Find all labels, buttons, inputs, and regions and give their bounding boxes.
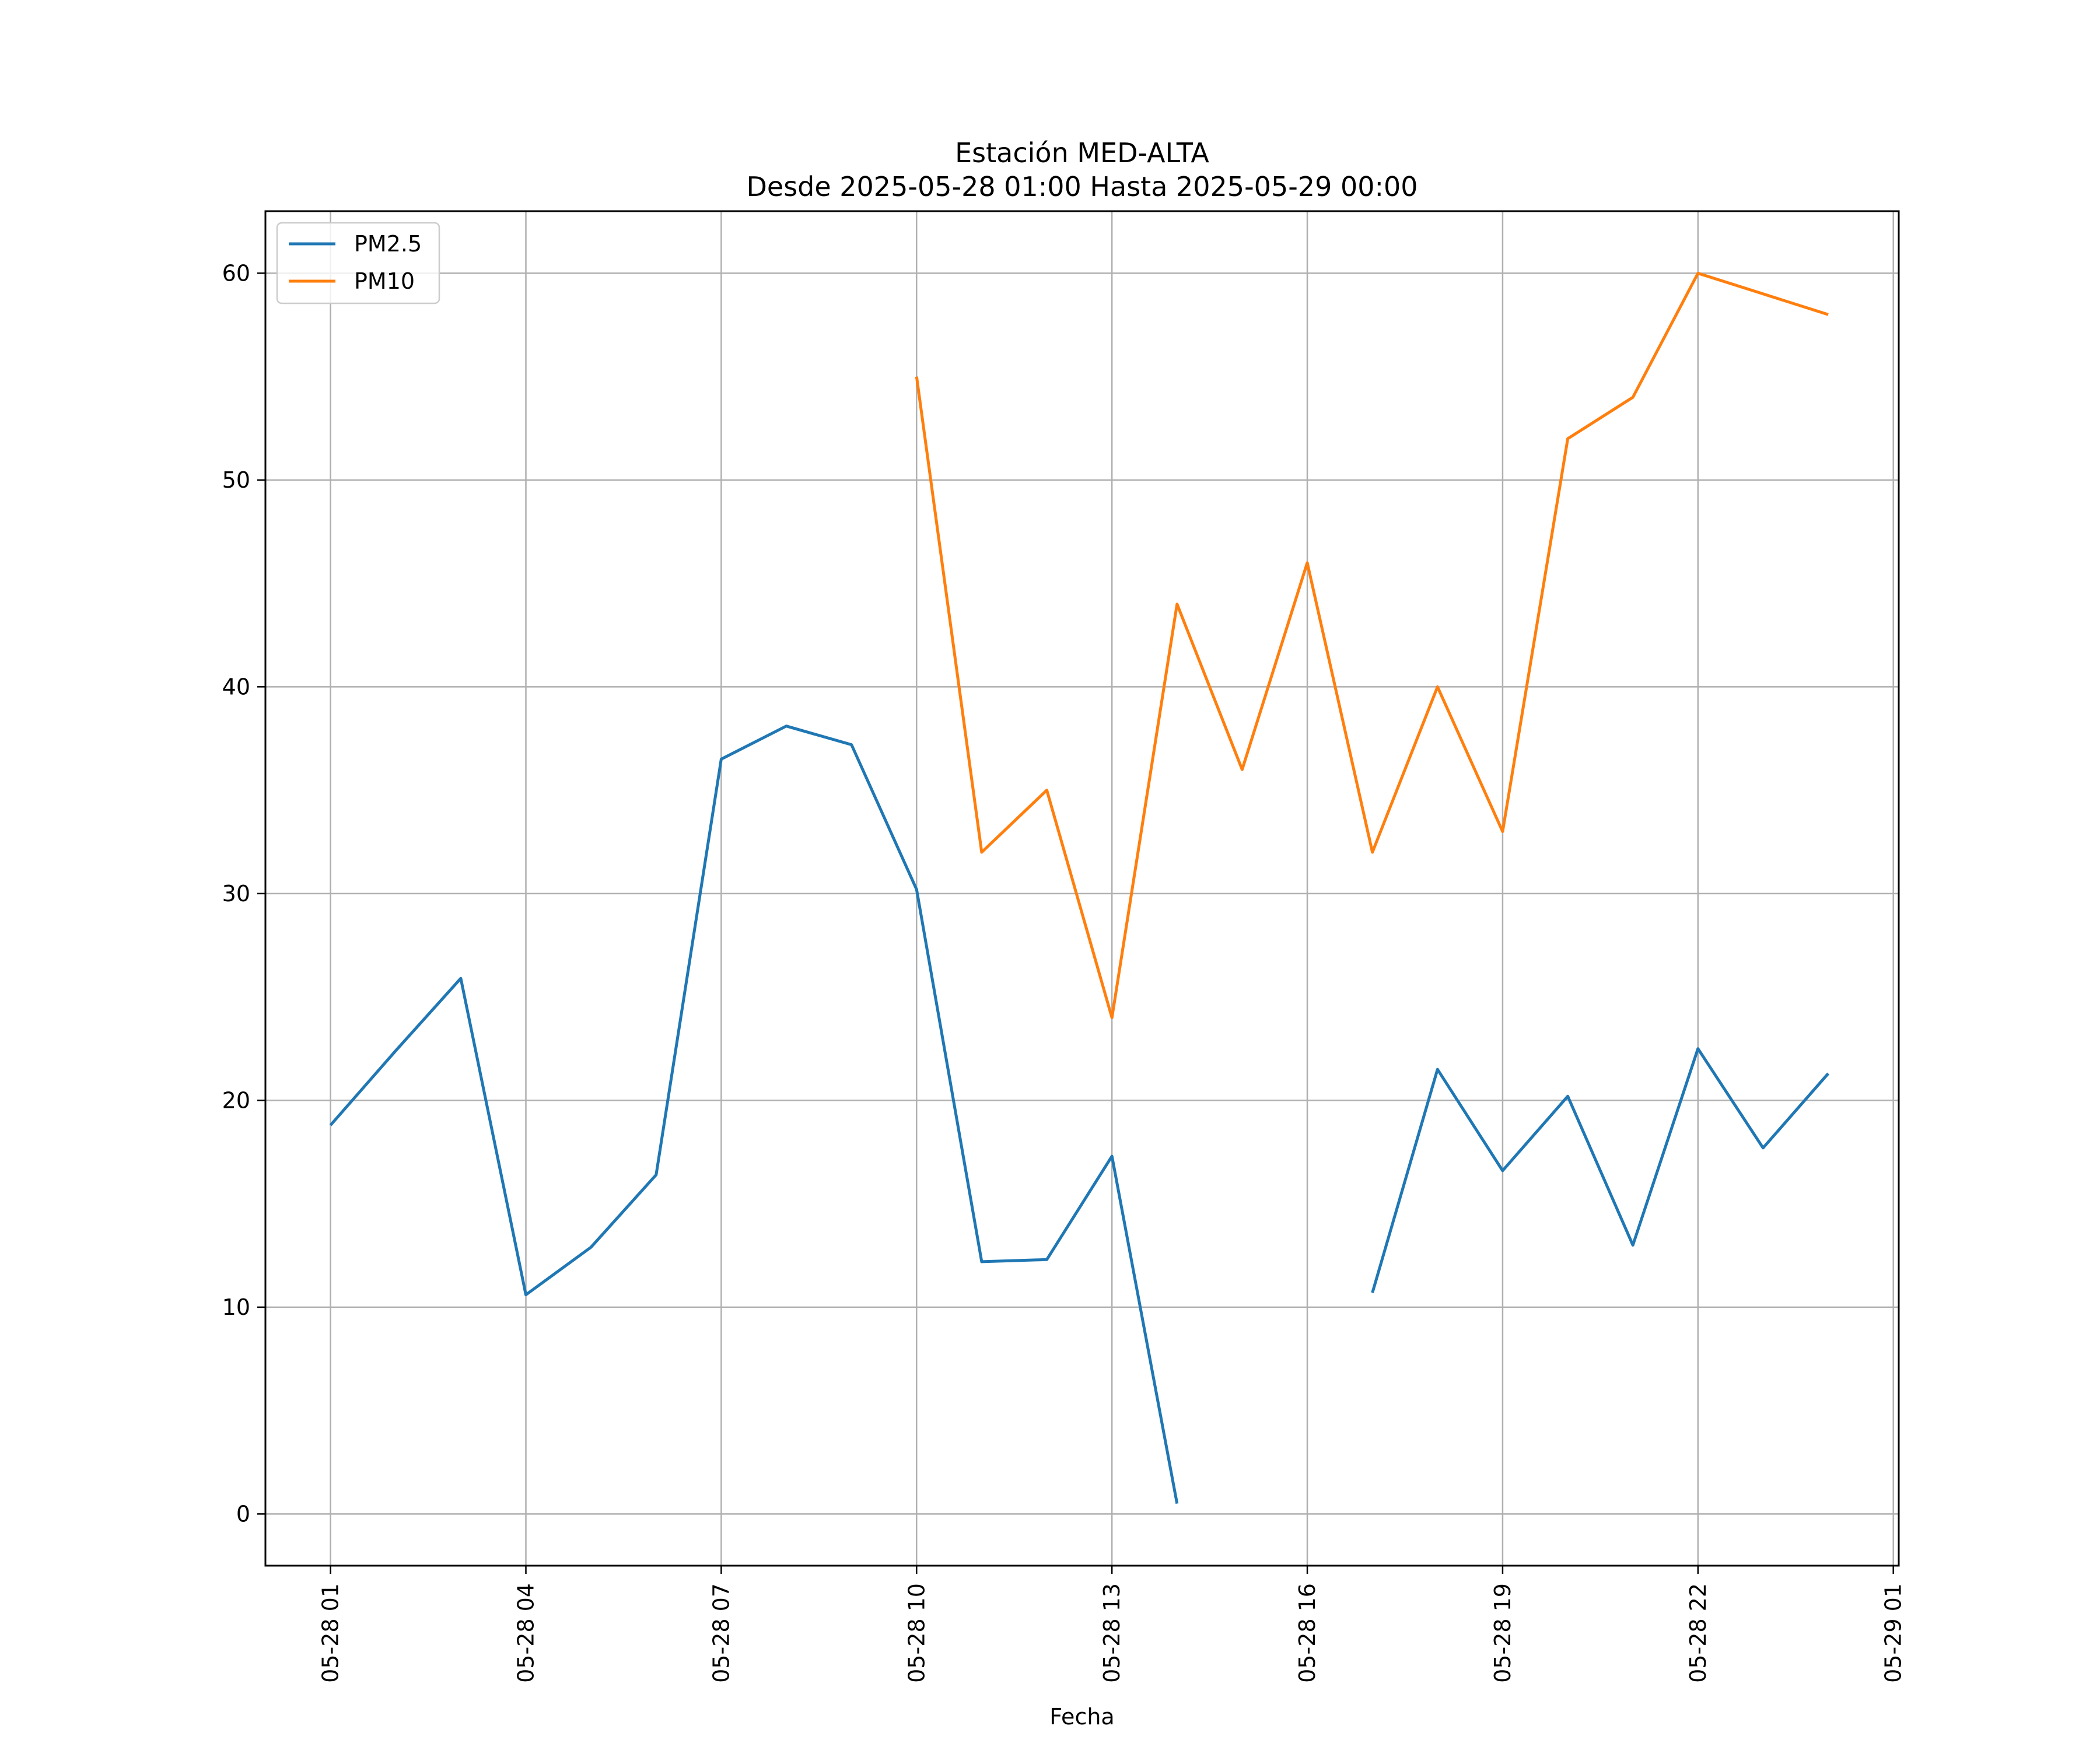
legend: PM2.5 PM10	[276, 222, 440, 304]
legend-label: PM2.5	[354, 231, 422, 257]
grid	[265, 211, 1899, 1566]
series-lines	[329, 271, 1829, 1504]
series-pm2-5	[329, 724, 1829, 1504]
y-tick-label: 60	[222, 260, 250, 286]
chart-title: Estación MED-ALTA	[955, 137, 1209, 169]
x-tick-label: 05-28 22	[1685, 1583, 1711, 1683]
series-pm10	[915, 271, 1829, 1020]
axis-ticks: 05-28 01 05-28 04 05-28 07 05-28 10 05-28 13…	[222, 260, 1906, 1683]
x-tick-label: 05-28 01	[318, 1583, 344, 1683]
x-tick-label: 05-28 07	[708, 1583, 734, 1683]
y-tick-label: 30	[222, 881, 250, 907]
x-tick-label: 05-28 19	[1490, 1583, 1516, 1683]
x-tick-label: 05-28 16	[1294, 1583, 1320, 1683]
x-tick-label: 05-29 01	[1881, 1583, 1906, 1683]
legend-label: PM10	[354, 268, 415, 294]
y-tick-label: 20	[222, 1087, 250, 1113]
x-axis-label: Fecha	[1049, 1704, 1114, 1730]
y-tick-label: 0	[236, 1501, 250, 1527]
y-tick-label: 40	[222, 674, 250, 699]
chart-subtitle: Desde 2025-05-28 01:00 Hasta 2025-05-29 …	[746, 171, 1418, 202]
series-line-segment	[1371, 1047, 1829, 1293]
series-line-segment	[329, 724, 1179, 1504]
plot-frame	[264, 210, 1900, 1567]
series-line-segment	[915, 271, 1829, 1020]
x-tick-label: 05-28 10	[904, 1583, 929, 1683]
y-tick-label: 50	[222, 467, 250, 493]
y-tick-label: 10	[222, 1294, 250, 1320]
x-tick-label: 05-28 13	[1099, 1583, 1125, 1683]
x-tick-label: 05-28 04	[513, 1583, 539, 1683]
